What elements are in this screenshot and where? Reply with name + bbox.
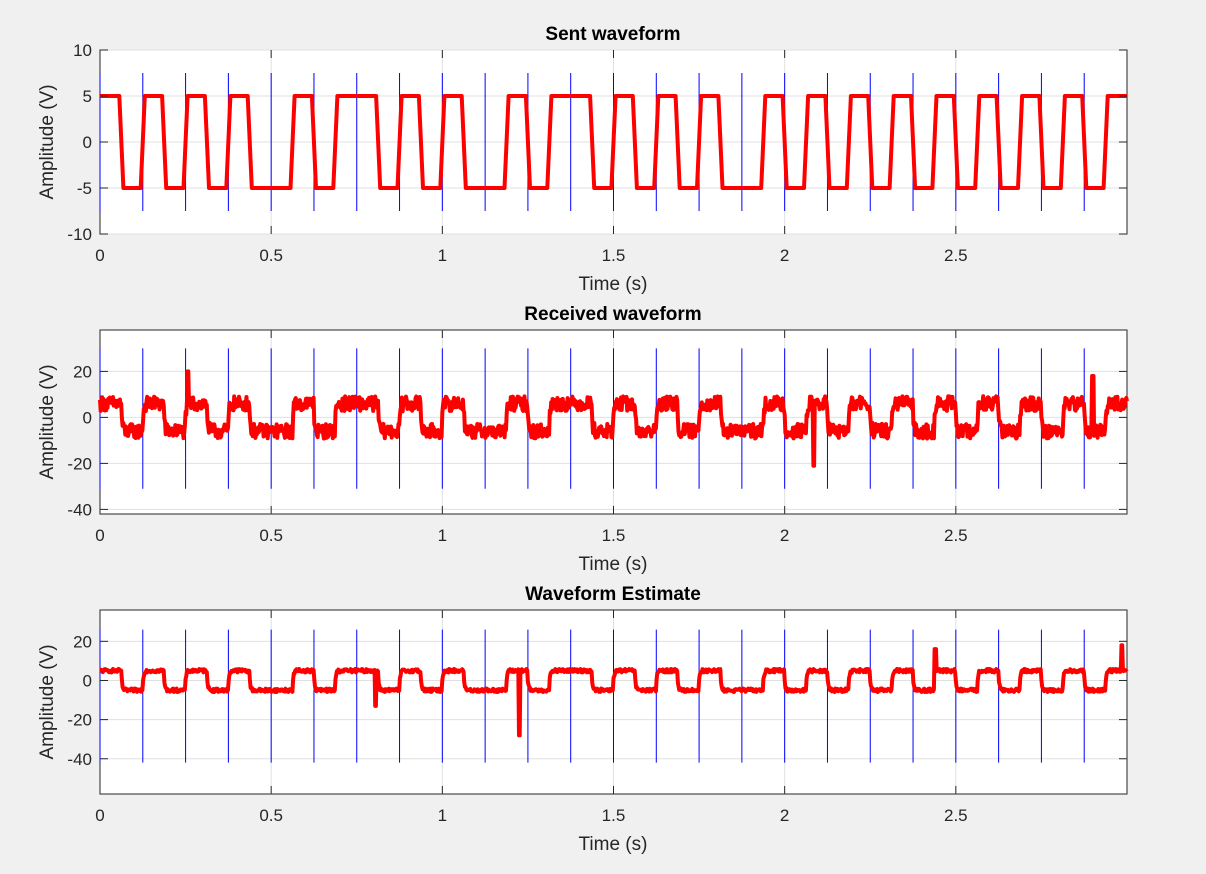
x-tick-label: 1 bbox=[438, 246, 447, 265]
y-tick-label: -20 bbox=[67, 711, 92, 730]
waveform-series-line bbox=[100, 94, 1127, 190]
y-tick-label: -40 bbox=[67, 750, 92, 769]
x-tick-label: 1.5 bbox=[602, 806, 626, 825]
x-tick-label: 0 bbox=[95, 526, 104, 545]
waveform-series-line bbox=[98, 643, 1129, 738]
y-tick-label: -40 bbox=[67, 500, 92, 519]
chart-title: Received waveform bbox=[524, 304, 701, 325]
subplot-sent: 0 0.5 1 1.5 2 2.5 -10 -5 0 5 10 Sent waveform Time… bbox=[37, 24, 1128, 295]
x-tick-label: 1.5 bbox=[602, 246, 626, 265]
y-axis-label: Amplitude (V) bbox=[37, 84, 58, 199]
y-tick-label: 10 bbox=[73, 41, 92, 60]
y-tick-label: 20 bbox=[73, 362, 92, 381]
x-tick-label: 0.5 bbox=[259, 806, 283, 825]
x-tick-label: 1 bbox=[438, 526, 447, 545]
x-tick-label: 0 bbox=[95, 806, 104, 825]
x-tick-label: 0 bbox=[95, 246, 104, 265]
y-tick-label: -10 bbox=[67, 225, 92, 244]
y-tick-label: -5 bbox=[77, 179, 92, 198]
x-axis-label: Time (s) bbox=[579, 834, 648, 855]
x-tick-label: 2 bbox=[780, 806, 789, 825]
x-axis-label: Time (s) bbox=[579, 554, 648, 575]
chart-title: Waveform Estimate bbox=[525, 584, 701, 605]
x-tick-label: 1.5 bbox=[602, 526, 626, 545]
y-tick-label: 0 bbox=[83, 133, 92, 152]
x-axis-label: Time (s) bbox=[579, 274, 648, 295]
x-tick-label: 2 bbox=[780, 246, 789, 265]
y-axis-label: Amplitude (V) bbox=[37, 364, 58, 479]
x-tick-label: 2.5 bbox=[944, 806, 968, 825]
x-tick-label: 2 bbox=[780, 526, 789, 545]
y-tick-label: 5 bbox=[83, 87, 92, 106]
chart-title: Sent waveform bbox=[545, 24, 680, 45]
y-tick-label: 20 bbox=[73, 632, 92, 651]
x-tick-label: 0.5 bbox=[259, 246, 283, 265]
y-axis-label: Amplitude (V) bbox=[37, 644, 58, 759]
y-tick-label: 0 bbox=[83, 671, 92, 690]
x-tick-label: 1 bbox=[438, 806, 447, 825]
x-tick-label: 2.5 bbox=[944, 246, 968, 265]
x-tick-label: 2.5 bbox=[944, 526, 968, 545]
x-tick-label: 0.5 bbox=[259, 526, 283, 545]
waveform-series-line bbox=[98, 369, 1129, 468]
y-tick-label: 0 bbox=[83, 408, 92, 427]
y-tick-label: -20 bbox=[67, 454, 92, 473]
